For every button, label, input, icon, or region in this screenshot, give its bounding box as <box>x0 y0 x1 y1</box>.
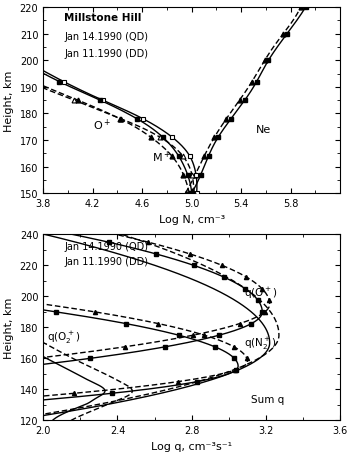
Text: Jan 11.1990 (DD): Jan 11.1990 (DD) <box>64 257 148 267</box>
Text: q(O$^+$): q(O$^+$) <box>244 286 277 301</box>
X-axis label: Log q, cm⁻³s⁻¹: Log q, cm⁻³s⁻¹ <box>151 441 232 451</box>
Text: O$^+$: O$^+$ <box>93 118 111 133</box>
Text: q(N$_2^+$): q(N$_2^+$) <box>244 335 277 351</box>
X-axis label: Log N, cm⁻³: Log N, cm⁻³ <box>159 214 225 224</box>
Text: q(O$_2^+$): q(O$_2^+$) <box>47 329 80 345</box>
Text: Ne: Ne <box>256 125 271 135</box>
Y-axis label: Height, km: Height, km <box>4 297 14 359</box>
Y-axis label: Height, km: Height, km <box>4 70 14 131</box>
Text: Jan 11.1990 (DD): Jan 11.1990 (DD) <box>64 48 148 58</box>
Text: Jan 14.1990 (QD): Jan 14.1990 (QD) <box>64 32 148 42</box>
Text: Sum q: Sum q <box>251 394 284 404</box>
Text: Jan 14.1990 (QD): Jan 14.1990 (QD) <box>64 242 148 252</box>
Text: Millstone Hill: Millstone Hill <box>64 13 142 23</box>
Text: M$^+$: M$^+$ <box>152 150 171 165</box>
